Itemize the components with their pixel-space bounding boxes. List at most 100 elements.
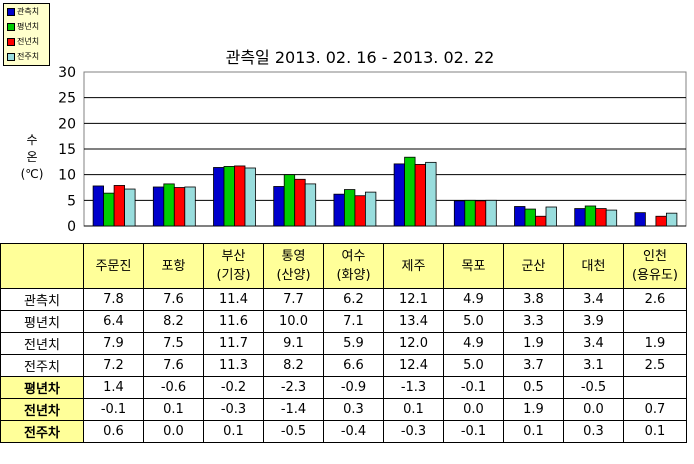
- table-cell: 0.0: [563, 398, 624, 421]
- station-name: 대천: [581, 258, 606, 274]
- table-cell: 0.1: [503, 420, 564, 443]
- table-cell: 5.0: [443, 354, 504, 377]
- table-cell: 3.4: [563, 332, 624, 355]
- station-name: 제주: [401, 258, 426, 274]
- station-name: 목포: [461, 258, 486, 274]
- table-cell: 12.0: [383, 332, 444, 355]
- station-name: 부산: [221, 249, 246, 264]
- table-cell: 0.1: [203, 420, 264, 443]
- y-axis-label-line: 온: [26, 150, 38, 164]
- legend-item-last-week: 전주치: [7, 51, 39, 62]
- legend-label: 관측치: [17, 7, 40, 16]
- station-name: 포항: [161, 258, 186, 274]
- table-cell: 0.3: [563, 420, 624, 443]
- y-tick-label: 5: [67, 193, 76, 209]
- legend-item-normal: 평년치: [7, 21, 39, 32]
- legend-label: 전주치: [17, 52, 40, 61]
- table-cell: 10.0: [263, 310, 324, 333]
- table-cell: 12.4: [383, 354, 444, 377]
- bar: [595, 208, 607, 227]
- station-subname: (화양): [336, 268, 371, 283]
- table-cell: -0.1: [83, 398, 144, 421]
- bar: [184, 186, 196, 227]
- table-cell: 3.9: [563, 310, 624, 333]
- bar: [425, 161, 437, 227]
- bar: [304, 183, 317, 227]
- bar: [283, 174, 296, 227]
- table-cell: 1.9: [623, 332, 687, 355]
- station-subname: (산양): [276, 268, 311, 283]
- table-row: 전년차 -0.1 0.1 -0.3 -1.4 0.3 0.1 0.0 1.9 0.0 0.7: [0, 398, 687, 421]
- bar: [294, 178, 306, 227]
- bar: [404, 156, 416, 227]
- bar: [524, 208, 536, 227]
- table-cell: -0.9: [323, 376, 384, 399]
- table-cell: 1.9: [503, 398, 564, 421]
- bar: [414, 163, 427, 227]
- table-cell: 8.2: [263, 354, 324, 377]
- y-tick-label: 20: [58, 116, 76, 132]
- table-row: 평년치 6.4 8.2 11.6 10.0 7.1 13.4 5.0 3.3 3.9: [0, 310, 687, 333]
- table-cell: -1.3: [383, 376, 444, 399]
- bar: [545, 206, 557, 227]
- chart-legend: 관측치 평년치 전년치 전주치: [3, 3, 50, 66]
- table-header-cell: 부산 (기장): [203, 243, 264, 289]
- table-header-cell: 제주: [383, 243, 444, 289]
- bar: [234, 165, 246, 227]
- bar: [124, 188, 136, 227]
- table-cell: 7.6: [143, 354, 204, 377]
- bar: [223, 166, 235, 227]
- table-cell: 11.3: [203, 354, 264, 377]
- bar: [92, 185, 104, 227]
- table-cell: 3.8: [503, 288, 564, 311]
- table-cell: -0.6: [143, 376, 204, 399]
- row-label: 전년차: [0, 398, 84, 421]
- table-cell: -0.1: [443, 420, 504, 443]
- table-cell: [623, 310, 687, 333]
- bar: [393, 163, 406, 227]
- table-row: 전년치 7.9 7.5 11.7 9.1 5.9 12.0 4.9 1.9 3.4 1.9: [0, 332, 687, 355]
- row-label: 전주차: [0, 420, 84, 443]
- table-cell: 1.9: [503, 332, 564, 355]
- table-cell: 2.6: [623, 288, 687, 311]
- table-cell: 7.8: [83, 288, 144, 311]
- bar: [485, 199, 497, 227]
- legend-item-last-year: 전년치: [7, 36, 39, 47]
- legend-swatch: [7, 52, 15, 61]
- table-cell: 0.0: [443, 398, 504, 421]
- table-header-cell: 포항: [143, 243, 204, 289]
- legend-item-observed: 관측치: [7, 6, 39, 17]
- row-label: 전년치: [0, 332, 84, 355]
- table-cell: -0.5: [563, 376, 624, 399]
- bar: [343, 189, 356, 227]
- table-cell: 0.0: [143, 420, 204, 443]
- table-cell: 7.7: [263, 288, 324, 311]
- y-axis-label-line: 수: [26, 133, 38, 147]
- table-cell: 3.1: [563, 354, 624, 377]
- y-tick-label: 30: [58, 65, 76, 81]
- table-header-cell: 통영 (산양): [263, 243, 324, 289]
- table-cell: 7.1: [323, 310, 384, 333]
- table-header-cell: 군산: [503, 243, 564, 289]
- bar: [113, 185, 125, 227]
- table-row: 평년차 1.4 -0.6 -0.2 -2.3 -0.9 -1.3 -0.1 0.5 -0.5: [0, 376, 687, 399]
- table-cell: 6.4: [83, 310, 144, 333]
- table-cell: 7.2: [83, 354, 144, 377]
- table-header-cell: 주문진: [83, 243, 144, 289]
- bar: [333, 193, 345, 227]
- table-row: 관측치 7.8 7.6 11.4 7.7 6.2 12.1 4.9 3.8 3.4 2.6: [0, 288, 687, 311]
- table-header-cell: 인천 (용유도): [623, 243, 687, 289]
- table-cell: 11.6: [203, 310, 264, 333]
- table-cell: 6.6: [323, 354, 384, 377]
- table-cell: -0.1: [443, 376, 504, 399]
- bar: [474, 200, 487, 227]
- table-cell: 0.7: [623, 398, 687, 421]
- bar: [535, 215, 547, 227]
- chart-title: 관측일 2013. 02. 16 - 2013. 02. 22: [225, 48, 495, 67]
- bar: [605, 209, 618, 227]
- table-cell: 11.4: [203, 288, 264, 311]
- table-cell: 6.2: [323, 288, 384, 311]
- table-cell: [623, 376, 687, 399]
- bar: [173, 187, 186, 227]
- bar: [364, 191, 377, 227]
